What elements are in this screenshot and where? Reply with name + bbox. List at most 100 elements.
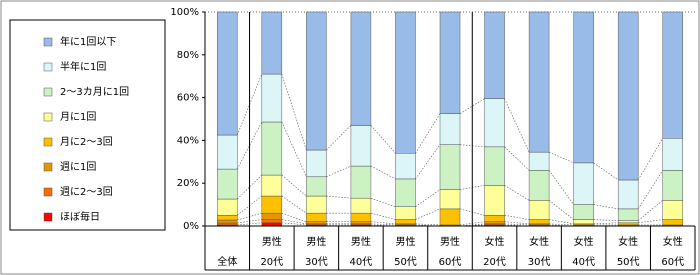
bar-segment [350, 11, 372, 126]
connector [281, 222, 307, 226]
connector [281, 195, 307, 214]
connector [504, 223, 530, 226]
bar-segment [617, 220, 639, 224]
bar-segment [528, 219, 550, 225]
connector [236, 73, 263, 136]
connector [370, 197, 396, 208]
legend-swatch [43, 112, 53, 122]
bar-segment [617, 222, 639, 226]
connector [638, 219, 663, 224]
x-tick-label: 50代 [394, 256, 417, 268]
bar-segment [439, 144, 461, 190]
legend-box [9, 19, 166, 231]
x-tick-label: 全体 [217, 255, 237, 268]
bar-segment [528, 170, 550, 201]
bar-segment [350, 165, 372, 199]
x-tick-label: 女性 [574, 235, 594, 248]
connector [281, 219, 307, 225]
x-tick-label: 男性 [262, 235, 282, 248]
connector [593, 222, 619, 225]
x-tick-label: 50代 [617, 256, 640, 268]
legend-label: 年に1回以下 [60, 35, 116, 48]
connector [370, 212, 396, 220]
connector [281, 121, 307, 177]
x-tick-label: 60代 [439, 256, 462, 268]
legend-swatch [43, 212, 53, 222]
bar-segment [217, 215, 238, 221]
x-tick-label: 女性 [485, 235, 505, 248]
connector [370, 224, 396, 227]
y-tick-label: 100% [170, 7, 199, 18]
y-tick-label: 40% [177, 135, 199, 146]
legend-swatch [43, 62, 53, 72]
connector [415, 224, 441, 227]
bar-segment [306, 11, 327, 151]
connector [504, 146, 530, 171]
bar-segment [439, 189, 461, 210]
legend-swatch [43, 87, 53, 97]
bar-segment [484, 98, 505, 148]
bar-segment [662, 170, 683, 201]
x-tick-label: 男性 [440, 235, 460, 248]
bar-segment [439, 208, 461, 226]
connector [548, 151, 574, 164]
bar-segment [528, 151, 550, 171]
bar-segment [617, 208, 639, 221]
x-tick-label: 30代 [528, 256, 551, 268]
connector [415, 189, 441, 207]
bar-segment [484, 221, 505, 225]
connector [415, 144, 441, 180]
connector [370, 125, 396, 154]
legend-swatch [43, 37, 53, 47]
y-tick-label: 60% [177, 93, 199, 104]
connector [281, 212, 307, 223]
connector [504, 224, 530, 227]
x-tick-label: 男性 [395, 235, 415, 248]
bar-segment [662, 219, 683, 226]
bar-segment [306, 149, 327, 178]
bar-segment [261, 174, 283, 197]
bar-segment [528, 200, 550, 220]
bar-segment [573, 11, 594, 164]
x-tick-label: 40代 [350, 256, 373, 268]
x-tick-label: 男性 [306, 235, 326, 248]
bar-segment [573, 219, 594, 225]
bar-segment [617, 11, 639, 181]
bar-segment [217, 134, 238, 170]
bar-segment [350, 221, 372, 225]
connector [637, 200, 663, 221]
x-tick-label: 40代 [572, 256, 595, 268]
bar-segment [439, 11, 461, 114]
x-tick-label: 60代 [661, 256, 684, 268]
bar-segment [261, 121, 283, 176]
connector [504, 215, 530, 220]
bar-segment [350, 125, 372, 167]
bar-segment [261, 219, 283, 224]
legend-label: ほぼ毎日 [60, 210, 100, 223]
connector [549, 223, 574, 226]
legend-label: 月に1回 [60, 111, 96, 123]
connector [549, 224, 574, 227]
connector [326, 195, 351, 199]
connector [370, 223, 396, 226]
connector [637, 138, 663, 181]
bar-segment [350, 212, 372, 222]
bar-segment [395, 178, 416, 207]
legend-label: 週に1回 [60, 161, 96, 173]
connector [504, 221, 530, 225]
legend-swatch [43, 162, 53, 172]
legend-swatch [43, 187, 53, 197]
bar-segment [217, 198, 238, 216]
connector [593, 204, 619, 210]
y-tick-label: 80% [177, 50, 199, 61]
bar-segment [484, 11, 505, 99]
bar-segment [439, 113, 461, 145]
connector [593, 162, 619, 181]
connector [281, 73, 307, 151]
bar-segment [261, 11, 283, 75]
bar-segment [261, 73, 283, 123]
bar-segment [306, 176, 327, 197]
connector [415, 208, 441, 220]
connector [326, 165, 352, 178]
